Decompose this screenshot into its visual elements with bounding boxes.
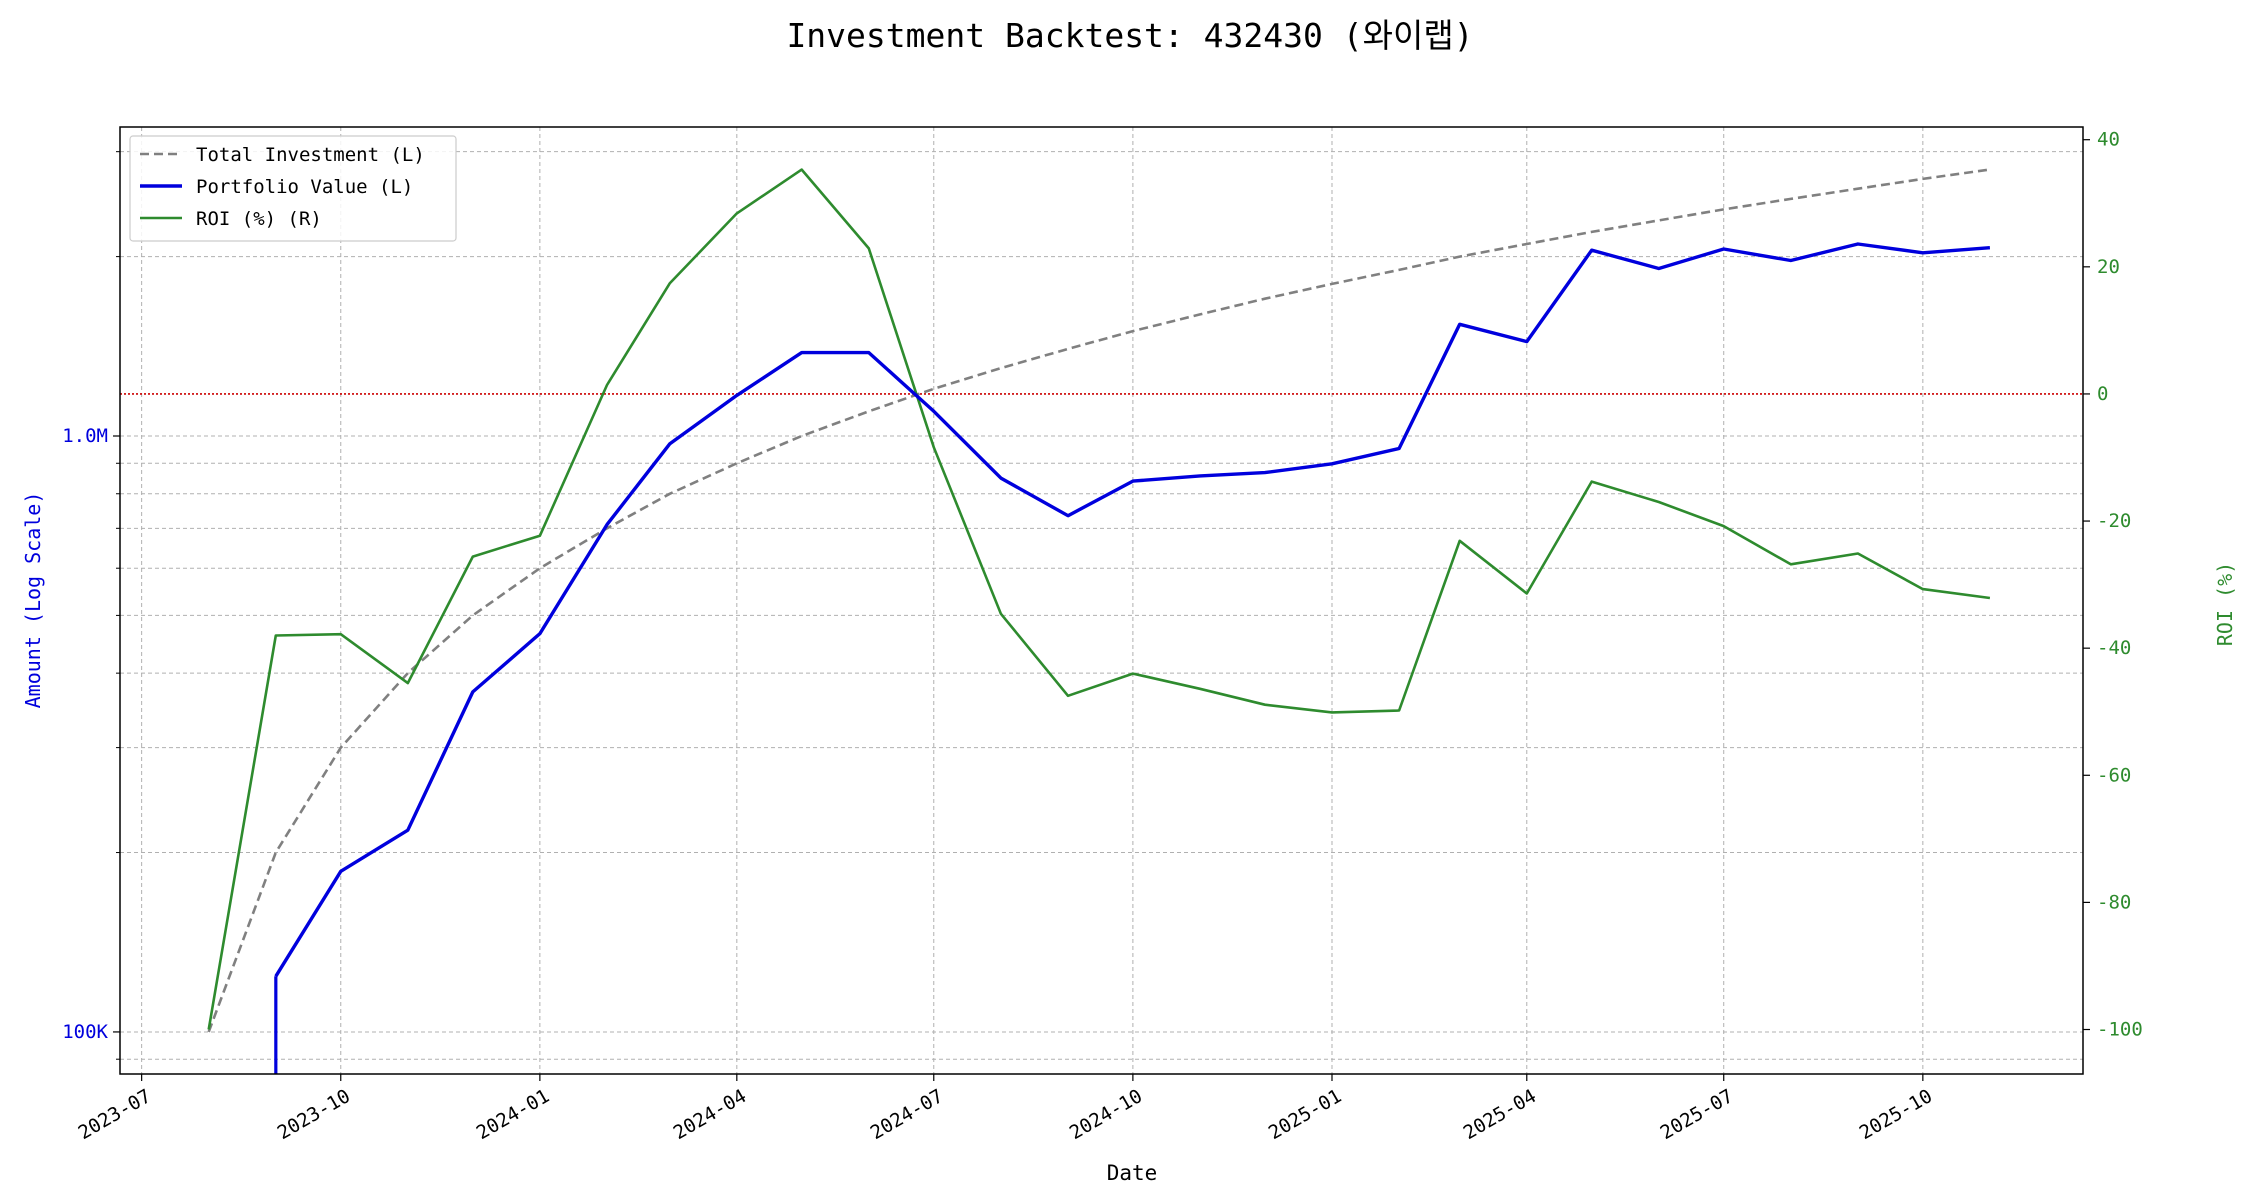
right-y-tick-label: 0 xyxy=(2097,383,2108,405)
right-y-tick-label: 20 xyxy=(2097,256,2120,278)
series-layer xyxy=(207,168,1991,1074)
portfolio-value-l-line xyxy=(274,242,1991,978)
right-y-tick-label: -100 xyxy=(2097,1019,2143,1041)
grid-lines xyxy=(120,127,2083,1074)
x-tick-label: 2024-01 xyxy=(473,1085,553,1144)
legend-box xyxy=(129,135,457,242)
x-tick-label: 2025-10 xyxy=(1856,1085,1936,1144)
left-y-axis-label: Amount (Log Scale) xyxy=(21,492,45,709)
x-tick-label: 2025-07 xyxy=(1657,1085,1737,1144)
legend-label: Portfolio Value (L) xyxy=(196,176,413,198)
right-y-tick-label: 40 xyxy=(2097,129,2120,151)
x-axis-label: Date xyxy=(1107,1161,1158,1185)
right-y-tick-label: -60 xyxy=(2097,764,2131,786)
left-y-tick-label: 100K xyxy=(62,1021,108,1043)
roi-r-line xyxy=(207,168,1991,1030)
chart-title: Investment Backtest: 432430 (와이랩) xyxy=(786,16,1473,55)
right-y-tick-label: -80 xyxy=(2097,891,2131,913)
legend-label: Total Investment (L) xyxy=(196,144,425,166)
legend: Total Investment (L) Portfolio Value (L) R… xyxy=(129,135,457,242)
x-tick-label: 2024-04 xyxy=(670,1085,750,1144)
right-y-tick-label: -20 xyxy=(2097,510,2131,532)
left-y-tick-label: 1.0M xyxy=(62,425,108,447)
left-y-axis: 100K 1.0M xyxy=(62,151,120,1060)
right-y-axis: -100 -80 -60 -40 -20 0 20 40 xyxy=(2083,129,2143,1041)
plot-frame xyxy=(119,126,2084,1075)
x-tick-label: 2024-10 xyxy=(1066,1085,1146,1144)
x-tick-label: 2023-07 xyxy=(75,1085,155,1144)
total-investment-l-line xyxy=(207,168,1991,1033)
right-y-axis-label: ROI (%) xyxy=(2213,562,2237,646)
x-tick-label: 2025-01 xyxy=(1265,1085,1345,1144)
legend-label: ROI (%) (R) xyxy=(196,208,322,230)
x-axis: 2023-07 2023-10 2024-01 2024-04 2024-07 2024-… xyxy=(75,1074,1936,1144)
x-tick-label: 2023-10 xyxy=(274,1085,354,1144)
x-tick-label: 2025-04 xyxy=(1460,1085,1540,1144)
right-y-tick-label: -40 xyxy=(2097,637,2131,659)
x-tick-label: 2024-07 xyxy=(867,1085,947,1144)
